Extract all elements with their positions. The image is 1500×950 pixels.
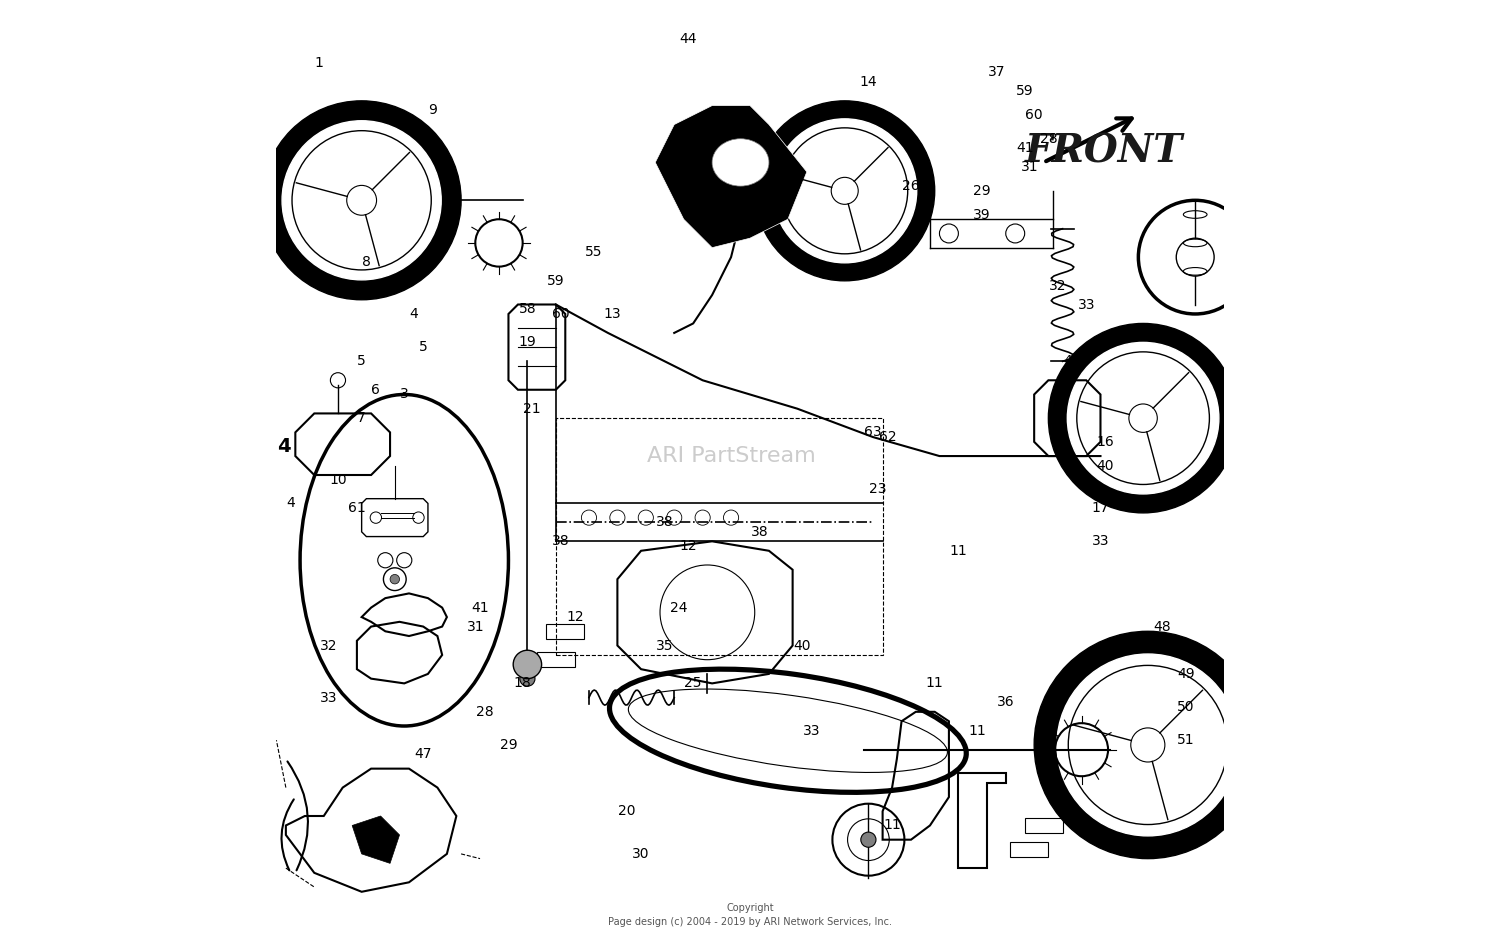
- Text: 33: 33: [1077, 297, 1095, 312]
- Circle shape: [346, 185, 376, 216]
- Text: 29: 29: [974, 184, 992, 198]
- Text: FRONT: FRONT: [1024, 132, 1184, 170]
- Text: 26: 26: [902, 180, 920, 193]
- Circle shape: [1131, 728, 1166, 762]
- Text: 38: 38: [552, 534, 570, 548]
- Text: 60: 60: [1026, 108, 1042, 122]
- Text: 39: 39: [974, 207, 992, 221]
- Circle shape: [861, 832, 876, 847]
- Polygon shape: [352, 816, 399, 864]
- Text: 9: 9: [427, 104, 436, 117]
- Text: Copyright
Page design (c) 2004 - 2019 by ARI Network Services, Inc.: Copyright Page design (c) 2004 - 2019 by…: [608, 903, 892, 927]
- Text: 29: 29: [500, 738, 517, 752]
- Text: 55: 55: [585, 245, 603, 259]
- Text: 59: 59: [548, 274, 564, 288]
- Circle shape: [282, 121, 441, 280]
- Text: 11: 11: [884, 819, 902, 832]
- Text: 10: 10: [328, 473, 346, 486]
- Text: 16: 16: [1096, 435, 1114, 448]
- Text: 61: 61: [348, 502, 366, 515]
- Text: 31: 31: [1020, 161, 1038, 174]
- Text: 33: 33: [1092, 534, 1108, 548]
- Text: 5: 5: [419, 340, 428, 354]
- Text: 11: 11: [950, 543, 968, 558]
- Text: 47: 47: [1064, 354, 1082, 369]
- Text: 38: 38: [750, 524, 768, 539]
- Text: 1: 1: [315, 56, 324, 70]
- Text: 4: 4: [410, 307, 419, 321]
- Text: 14: 14: [859, 75, 877, 89]
- Text: 8: 8: [362, 255, 370, 269]
- Text: 28: 28: [476, 705, 494, 719]
- Circle shape: [1068, 342, 1220, 494]
- Text: 60: 60: [552, 307, 570, 321]
- Bar: [1011, 842, 1048, 857]
- Text: 25: 25: [684, 676, 702, 691]
- Text: 50: 50: [1178, 700, 1194, 714]
- Text: 41: 41: [471, 600, 489, 615]
- Text: 63: 63: [864, 426, 882, 440]
- Bar: [1024, 818, 1062, 833]
- Text: 12: 12: [566, 610, 584, 624]
- Circle shape: [513, 650, 542, 678]
- Circle shape: [262, 101, 460, 300]
- Circle shape: [520, 671, 536, 686]
- Text: 51: 51: [1178, 733, 1194, 748]
- Text: 40: 40: [794, 638, 812, 653]
- Text: 35: 35: [656, 638, 674, 653]
- Text: 24: 24: [670, 600, 687, 615]
- Text: 31: 31: [466, 619, 484, 634]
- Circle shape: [1058, 654, 1239, 836]
- Text: 40: 40: [1096, 459, 1114, 472]
- Circle shape: [1048, 323, 1238, 513]
- Text: 7: 7: [357, 411, 366, 426]
- Text: ARI PartStream: ARI PartStream: [646, 446, 816, 466]
- Circle shape: [390, 575, 399, 584]
- Text: 5: 5: [357, 354, 366, 369]
- Circle shape: [1130, 404, 1158, 432]
- Ellipse shape: [712, 139, 770, 186]
- Text: 12: 12: [680, 539, 698, 553]
- Text: 37: 37: [987, 66, 1005, 80]
- Text: 47: 47: [414, 748, 432, 762]
- Text: 19: 19: [519, 335, 537, 350]
- Text: 41: 41: [1016, 142, 1034, 155]
- Circle shape: [831, 178, 858, 204]
- Text: 11: 11: [926, 676, 944, 691]
- Circle shape: [754, 101, 934, 281]
- Text: 48: 48: [1154, 619, 1172, 634]
- Text: 32: 32: [1048, 278, 1066, 293]
- Text: 59: 59: [1016, 85, 1034, 99]
- Circle shape: [772, 119, 916, 263]
- Text: 2: 2: [390, 274, 399, 288]
- Text: 3: 3: [400, 388, 408, 402]
- Text: 6: 6: [372, 383, 381, 397]
- Text: 32: 32: [320, 638, 338, 653]
- Circle shape: [1034, 632, 1262, 859]
- Text: 20: 20: [618, 805, 636, 818]
- Text: 49: 49: [1178, 667, 1194, 681]
- Text: 38: 38: [656, 515, 674, 529]
- Text: 11: 11: [969, 724, 986, 738]
- Text: 33: 33: [320, 691, 338, 705]
- Text: 17: 17: [1092, 502, 1110, 515]
- Text: 58: 58: [519, 302, 536, 316]
- Text: 4: 4: [278, 437, 291, 456]
- Text: 30: 30: [633, 846, 650, 861]
- Text: 62: 62: [879, 430, 896, 444]
- Text: 44: 44: [680, 32, 698, 47]
- Text: 21: 21: [524, 402, 542, 416]
- Text: 4: 4: [286, 497, 296, 510]
- Text: 23: 23: [868, 483, 886, 496]
- Bar: [537, 652, 574, 667]
- Text: 13: 13: [604, 307, 621, 321]
- Text: 33: 33: [802, 724, 820, 738]
- Bar: [556, 418, 882, 655]
- Text: 28: 28: [1040, 132, 1058, 145]
- Text: 36: 36: [998, 695, 1014, 710]
- Bar: [546, 624, 584, 638]
- Text: 18: 18: [514, 676, 531, 691]
- Polygon shape: [656, 105, 807, 248]
